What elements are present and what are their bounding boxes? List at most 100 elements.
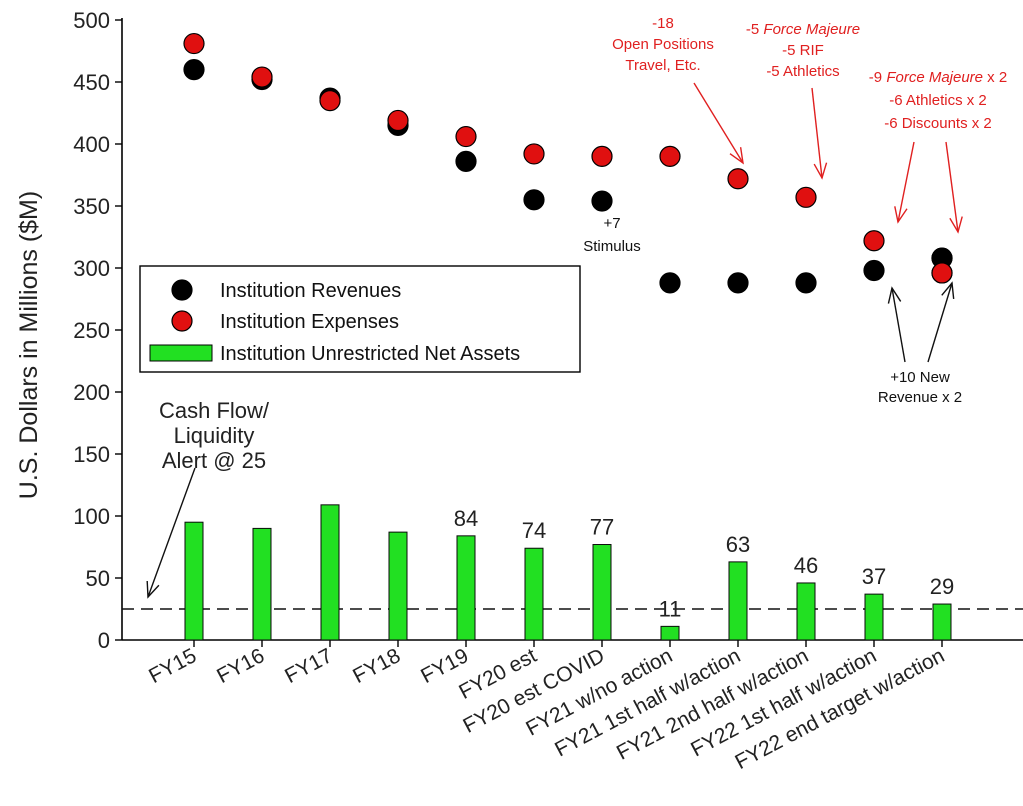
expense-point xyxy=(251,66,273,88)
y-tick-label: 400 xyxy=(73,132,110,157)
cuts-annotation: -6 Discounts x 2 xyxy=(884,115,992,132)
net-assets-bar xyxy=(660,625,680,641)
y-tick-label: 100 xyxy=(73,504,110,529)
revenue-point xyxy=(659,272,681,294)
net-assets-bar xyxy=(184,521,204,641)
cuts-annotation: -6 Athletics x 2 xyxy=(889,92,987,109)
y-tick-label: 300 xyxy=(73,256,110,281)
expense-point xyxy=(931,262,953,284)
y-tick-label: 350 xyxy=(73,194,110,219)
bar-value-label: 11 xyxy=(659,596,682,621)
new-revenue-annotation: +10 New xyxy=(890,369,950,386)
cuts-annotation: -5 Force Majeure xyxy=(746,21,860,38)
legend-box xyxy=(139,265,581,373)
new-revenue-arrow-head xyxy=(887,286,902,304)
expense-point xyxy=(659,145,681,167)
x-tick-label: FY18 xyxy=(349,644,404,688)
new-revenue-annotation: Revenue x 2 xyxy=(878,389,962,406)
new-revenue-arrow xyxy=(891,287,906,363)
bar-value-label: 63 xyxy=(726,532,750,557)
cuts-arrow xyxy=(897,141,915,223)
labels: 84 74 77 11 63 46 37 29 xyxy=(454,506,954,622)
alert-annotation: Liquidity xyxy=(174,423,255,448)
bar-value-label: 29 xyxy=(930,574,954,599)
cuts-arrow xyxy=(811,87,823,179)
expense-point xyxy=(523,143,545,165)
revenue-point xyxy=(523,189,545,211)
cuts-arrow-head xyxy=(949,216,963,234)
y-tick-label: 50 xyxy=(86,566,110,591)
revenue-point xyxy=(863,259,885,282)
bar-value-label: 46 xyxy=(794,553,818,578)
net-assets-bar xyxy=(932,603,952,641)
net-assets-bar xyxy=(728,561,748,641)
bar-value-label: 77 xyxy=(590,515,614,540)
expense-point xyxy=(183,32,205,55)
expense-point xyxy=(795,186,817,208)
expense-point xyxy=(591,145,613,167)
bars xyxy=(184,504,952,641)
y-tick-label: 150 xyxy=(73,442,110,467)
revenue-point xyxy=(455,150,477,172)
new-revenue-arrow-head xyxy=(941,281,955,299)
legend-label: Institution Revenues xyxy=(220,280,401,302)
x-tick-label: FY17 xyxy=(281,644,336,688)
bar-value-label: 74 xyxy=(522,518,546,543)
cuts-arrow-head xyxy=(894,206,908,224)
bar-value-label: 37 xyxy=(862,564,886,589)
cuts-arrow-head xyxy=(729,147,744,165)
y-tick-label: 200 xyxy=(73,380,110,405)
cuts-arrow-head xyxy=(813,162,828,180)
bar-value-label: 84 xyxy=(454,506,478,531)
x-tick-label: FY15 xyxy=(145,644,200,688)
net-assets-bar xyxy=(524,547,544,641)
cuts-arrow xyxy=(945,141,959,233)
axes: 0 50 100 150 200 250 300 350 400 450 500 U.S. Dolla… xyxy=(15,8,1023,774)
expense-point xyxy=(727,168,749,190)
expense-point xyxy=(319,89,341,112)
new-revenue-arrow xyxy=(927,282,953,363)
net-assets-bar xyxy=(388,531,408,641)
y-tick-label: 250 xyxy=(73,318,110,343)
cuts-annotation: Travel, Etc. xyxy=(625,57,700,74)
legend-marker xyxy=(171,310,193,332)
cuts-annotation: -5 Athletics xyxy=(766,63,839,80)
revenue-point xyxy=(795,272,817,294)
alert-arrow xyxy=(147,467,196,598)
stimulus-annotation: +7 xyxy=(603,215,620,232)
y-axis-title: U.S. Dollars in Millions ($M) xyxy=(15,191,43,499)
alert-arrow-head xyxy=(146,580,160,599)
x-tick-label: FY16 xyxy=(213,644,268,688)
legend-label: Institution Unrestricted Net Assets xyxy=(220,343,520,365)
y-tick-label: 500 xyxy=(73,8,110,33)
legend-marker xyxy=(171,279,193,301)
net-assets-bar xyxy=(320,504,340,641)
cuts-arrow xyxy=(693,82,744,164)
y-tick-label: 0 xyxy=(98,628,110,653)
legend-marker xyxy=(149,344,213,362)
net-assets-bar xyxy=(252,527,272,641)
net-assets-bar xyxy=(796,582,816,641)
y-tick-label: 450 xyxy=(73,70,110,95)
dots xyxy=(183,32,953,294)
alert-annotation: Alert @ 25 xyxy=(162,448,266,473)
expense-point xyxy=(455,125,477,148)
net-assets-bar xyxy=(592,544,612,641)
cuts-annotation: -18 xyxy=(652,15,674,32)
revenue-point xyxy=(591,190,613,212)
net-assets-bar xyxy=(864,593,884,641)
expense-point xyxy=(387,109,409,132)
cuts-annotation: Open Positions xyxy=(612,36,714,53)
alert-annotation: Cash Flow/ xyxy=(159,398,270,423)
cuts-annotation: -5 RIF xyxy=(782,42,824,59)
net-assets-bar xyxy=(456,535,476,641)
revenue-point xyxy=(183,58,205,81)
cuts-annotation: -9 Force Majeure x 2 xyxy=(869,69,1007,86)
revenue-point xyxy=(727,272,749,294)
legend: Institution Revenues Institution Expenses… xyxy=(139,265,581,373)
expense-point xyxy=(863,230,885,252)
stimulus-annotation: Stimulus xyxy=(583,238,641,255)
legend-label: Institution Expenses xyxy=(220,311,399,333)
